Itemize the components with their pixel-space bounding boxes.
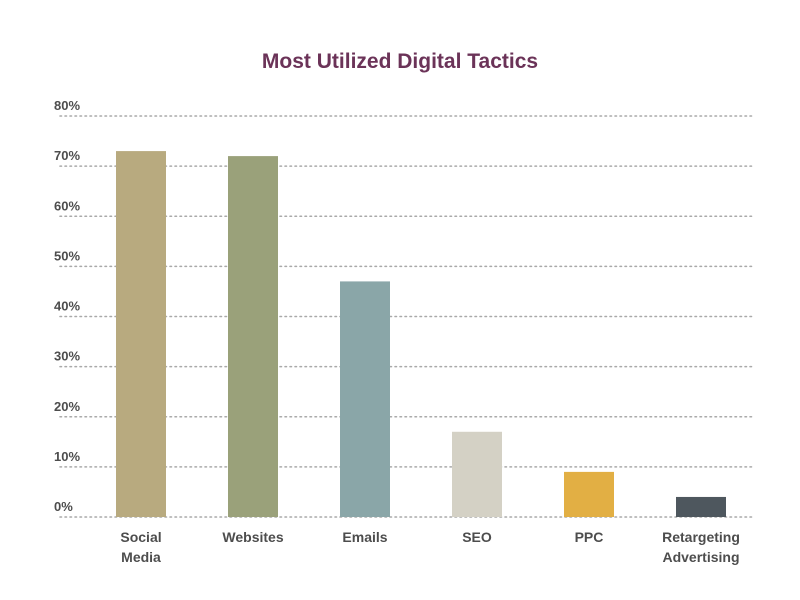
x-tick-label: Emails: [342, 529, 387, 545]
bar-seo: [452, 431, 502, 517]
y-tick-label: 70%: [54, 148, 80, 163]
bar-websites: [228, 156, 278, 517]
x-tick-label: Social Media: [120, 529, 161, 565]
bar-ppc: [564, 471, 614, 517]
bars: [116, 151, 726, 517]
gridlines: [59, 115, 753, 518]
bar-emails: [340, 281, 390, 517]
y-tick-label: 10%: [54, 449, 80, 464]
x-tick-label: Websites: [222, 529, 283, 545]
y-tick-label: 80%: [54, 98, 80, 113]
y-axis-ticks: 0% 10% 20% 30% 40% 50% 60% 70% 80%: [54, 98, 80, 514]
x-tick-label: Retargeting Advertising: [662, 529, 740, 565]
y-tick-label: 0%: [54, 499, 73, 514]
y-tick-label: 20%: [54, 399, 80, 414]
x-axis-ticks: Social Media Websites Emails SEO PPC Retargeti…: [120, 529, 740, 565]
y-tick-label: 50%: [54, 248, 80, 263]
x-tick-label: PPC: [575, 529, 604, 545]
chart-title: Most Utilized Digital Tactics: [261, 50, 539, 73]
bar-retargeting-advertising: [676, 496, 726, 517]
y-tick-label: 40%: [54, 299, 80, 314]
x-tick-label: SEO: [462, 529, 492, 545]
y-tick-label: 60%: [54, 198, 80, 213]
bar-social-media: [116, 151, 166, 517]
y-tick-label: 30%: [54, 349, 80, 364]
